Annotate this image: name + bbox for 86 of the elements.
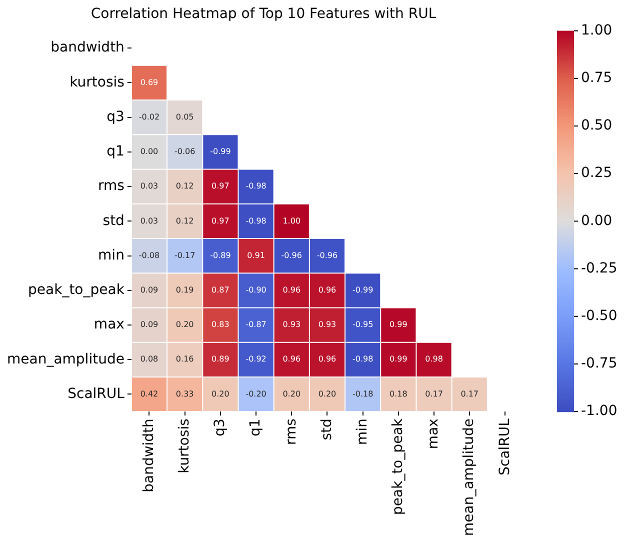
color-bar-label: 0.75 — [581, 70, 612, 86]
x-tick-label: max — [426, 418, 442, 450]
data-label: 0.69 — [140, 78, 158, 87]
data-label: 0.03 — [140, 216, 158, 226]
data-label: 0.00 — [140, 147, 158, 156]
data-label: 0.96 — [282, 354, 301, 364]
data-label: 0.96 — [318, 354, 336, 364]
x-tick-label: min — [354, 418, 370, 445]
y-tick-label: mean_amplitude — [6, 351, 124, 368]
x-tick-label: kurtosis — [176, 418, 192, 474]
data-label: 0.93 — [318, 320, 336, 330]
x-tick-label: peak_to_peak — [390, 418, 406, 515]
data-label: 0.17 — [460, 389, 479, 398]
y-tick-label: q1 — [106, 144, 124, 160]
data-label: -0.02 — [138, 112, 160, 122]
data-label: 0.99 — [390, 354, 408, 364]
y-tick-label: ScalRUL — [68, 386, 125, 402]
color-bar-label: 0.00 — [581, 212, 612, 229]
data-label: 0.20 — [176, 320, 194, 330]
data-label: 0.12 — [176, 216, 194, 226]
data-label: 0.99 — [390, 320, 408, 330]
color-bar-label: -0.50 — [581, 308, 618, 324]
y-tick-label: min — [98, 247, 124, 264]
y-tick-label: std — [102, 212, 124, 229]
data-label: 0.87 — [212, 285, 230, 294]
data-label: 0.97 — [212, 216, 230, 226]
chart-title: Correlation Heatmap of Top 10 Features with RUL — [90, 6, 436, 22]
color-bar-label: -0.25 — [581, 260, 618, 276]
y-tick-label: max — [94, 316, 124, 333]
data-label: 0.98 — [425, 354, 443, 364]
color-bar-label: -1.00 — [581, 403, 618, 420]
data-label: -0.90 — [246, 285, 266, 294]
data-label: 0.20 — [282, 389, 301, 398]
x-tick-label: ScalRUL — [496, 418, 513, 476]
data-label: 0.17 — [425, 389, 443, 398]
color-bar-label: 1.00 — [581, 22, 612, 38]
data-label: 0.42 — [140, 389, 158, 398]
data-label: 0.89 — [212, 354, 230, 364]
data-label: -0.87 — [246, 320, 266, 330]
data-label: 0.97 — [212, 182, 230, 191]
y-tick-label: rms — [98, 178, 124, 194]
data-label: 0.33 — [176, 389, 194, 398]
data-label: 0.12 — [176, 182, 194, 191]
y-tick-label: kurtosis — [70, 74, 124, 90]
data-label: -0.17 — [174, 250, 196, 260]
data-label: 0.96 — [318, 285, 336, 294]
y-tick-label: bandwidth — [50, 40, 124, 56]
data-label: 0.83 — [212, 320, 230, 330]
data-label: -0.98 — [352, 354, 374, 364]
color-bar-label: 0.50 — [581, 118, 612, 134]
color-bar-label: -0.75 — [581, 356, 618, 372]
data-label: -0.98 — [246, 216, 266, 226]
x-tick-label: mean_amplitude — [461, 418, 478, 536]
x-tick-label: rms — [283, 418, 300, 446]
data-label: -0.06 — [174, 147, 196, 156]
data-label: -0.98 — [246, 182, 266, 191]
data-label: 0.20 — [318, 389, 336, 398]
data-label: 1.00 — [282, 216, 301, 226]
data-label: 0.19 — [176, 285, 194, 294]
data-label: 0.05 — [176, 112, 194, 122]
data-label: 0.18 — [390, 389, 408, 398]
y-tick-label: q3 — [106, 108, 124, 125]
data-label: -0.96 — [316, 250, 338, 260]
data-label: 0.08 — [140, 354, 158, 364]
color-bar-label: 0.25 — [581, 165, 612, 182]
data-label: 0.91 — [247, 250, 265, 260]
data-label: 0.03 — [140, 182, 158, 191]
data-label: -0.95 — [352, 320, 374, 330]
data-label: -0.08 — [138, 250, 160, 260]
data-label: -0.20 — [246, 389, 266, 398]
data-label: -0.89 — [210, 250, 231, 260]
data-label: 0.09 — [140, 320, 158, 330]
data-label: 0.96 — [282, 285, 301, 294]
x-tick-label: q1 — [248, 418, 264, 436]
x-tick-label: q3 — [212, 418, 228, 436]
data-label: -0.92 — [246, 354, 266, 364]
data-label: -0.18 — [352, 389, 374, 398]
data-label: 0.16 — [176, 354, 194, 364]
data-label: -0.99 — [210, 147, 231, 156]
data-label: 0.09 — [140, 285, 158, 294]
data-label: 0.93 — [282, 320, 301, 330]
x-tick-label: std — [318, 418, 335, 440]
data-label: -0.99 — [352, 285, 374, 294]
data-label: -0.96 — [281, 250, 302, 260]
data-label: 0.20 — [212, 389, 230, 398]
y-tick-label: peak_to_peak — [28, 282, 126, 298]
